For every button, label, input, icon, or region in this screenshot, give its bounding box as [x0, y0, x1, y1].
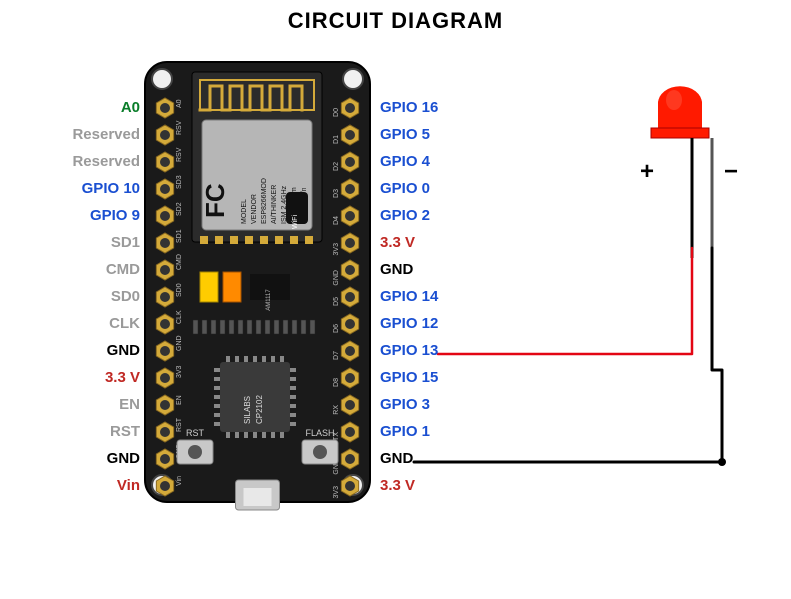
right-pin-0-label: GPIO 16 [380, 99, 438, 116]
right-pin-14-label: 3.3 V [380, 477, 415, 494]
left-pin-1-label: Reserved [72, 126, 140, 143]
right-pin-3-label: GPIO 0 [380, 180, 430, 197]
right-pin-4-label: GPIO 2 [380, 207, 430, 224]
left-pin-14-label: Vin [117, 477, 140, 494]
svg-text:RST: RST [176, 417, 183, 432]
left-pin-13-label: GND [107, 450, 140, 467]
svg-text:SD2: SD2 [176, 202, 183, 216]
led-cathode-sign: − [724, 158, 738, 186]
left-pin-6-label: CMD [106, 261, 140, 278]
svg-text:GND: GND [176, 335, 183, 351]
svg-text:SILABS: SILABS [243, 396, 252, 424]
svg-text:D4: D4 [333, 216, 340, 225]
svg-text:RSV: RSV [176, 120, 183, 135]
right-pin-7-label: GPIO 14 [380, 288, 438, 305]
svg-text:D2: D2 [333, 162, 340, 171]
svg-text:EN: EN [176, 395, 183, 405]
right-pin-6-label: GND [380, 261, 413, 278]
svg-text:RX: RX [333, 405, 340, 415]
svg-text:RSV: RSV [176, 147, 183, 162]
right-pin-13-label: GND [380, 450, 413, 467]
svg-text:A0: A0 [176, 99, 183, 108]
right-pin-10-label: GPIO 15 [380, 369, 438, 386]
left-pin-8-label: CLK [109, 315, 140, 332]
svg-text:RST: RST [186, 428, 205, 438]
svg-text:AI/THINKER: AI/THINKER [271, 185, 278, 224]
left-pin-4-label: GPIO 9 [90, 207, 140, 224]
left-pin-3-label: GPIO 10 [82, 180, 140, 197]
right-pin-1-label: GPIO 5 [380, 126, 430, 143]
left-pin-7-label: SD0 [111, 288, 140, 305]
right-pin-11-label: GPIO 3 [380, 396, 430, 413]
left-pin-12-label: RST [110, 423, 140, 440]
right-pin-5-label: 3.3 V [380, 234, 415, 251]
left-pin-5-label: SD1 [111, 234, 140, 251]
svg-text:D8: D8 [333, 378, 340, 387]
svg-text:Vin: Vin [176, 476, 183, 486]
svg-text:MODEL: MODEL [241, 199, 248, 224]
svg-text:D3: D3 [333, 189, 340, 198]
right-pin-2-label: GPIO 4 [380, 153, 430, 170]
svg-text:FC: FC [200, 183, 230, 218]
svg-text:D7: D7 [333, 351, 340, 360]
svg-text:3V3: 3V3 [333, 486, 340, 499]
svg-text:D5: D5 [333, 297, 340, 306]
left-pin-9-label: GND [107, 342, 140, 359]
left-pin-11-label: EN [119, 396, 140, 413]
right-pin-12-label: GPIO 1 [380, 423, 430, 440]
left-pin-10-label: 3.3 V [105, 369, 140, 386]
svg-text:CLK: CLK [176, 310, 183, 324]
svg-text:GND: GND [333, 270, 340, 286]
svg-text:D0: D0 [333, 108, 340, 117]
left-pin-2-label: Reserved [72, 153, 140, 170]
left-pin-0-label: A0 [121, 99, 140, 116]
svg-text:CMD: CMD [176, 254, 183, 270]
svg-text:AM1117: AM1117 [266, 289, 272, 311]
svg-text:SD3: SD3 [176, 175, 183, 189]
right-pin-8-label: GPIO 12 [380, 315, 438, 332]
svg-text:FLASH: FLASH [305, 428, 334, 438]
svg-text:SD0: SD0 [176, 283, 183, 297]
svg-text:D6: D6 [333, 324, 340, 333]
svg-text:SD1: SD1 [176, 229, 183, 243]
right-pin-9-label: GPIO 13 [380, 342, 438, 359]
svg-text:3V3: 3V3 [176, 365, 183, 378]
gpio13-to-anode [438, 248, 692, 354]
svg-text:WiFi: WiFi [292, 215, 299, 229]
circuit-canvas: CIRCUIT DIAGRAM A0RSVRSVSD3SD2SD1CMDSD0C… [0, 0, 791, 599]
svg-text:ESP8266MOD: ESP8266MOD [261, 178, 268, 224]
svg-text:D1: D1 [333, 135, 340, 144]
svg-text:3V3: 3V3 [333, 243, 340, 256]
svg-text:CP2102: CP2102 [255, 395, 264, 424]
svg-text:VENDOR: VENDOR [251, 194, 258, 224]
led-anode-sign: + [640, 158, 654, 186]
